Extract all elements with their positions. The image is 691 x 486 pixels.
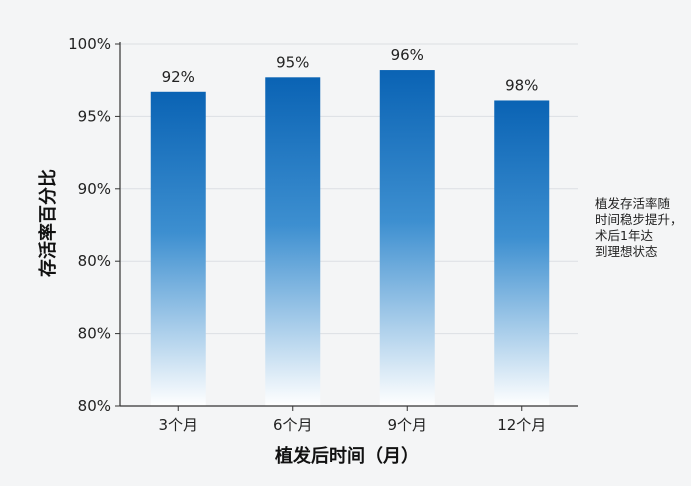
axes [115,42,578,411]
data-label: 95% [276,53,309,71]
x-axis-title: 植发后时间（月） [275,445,419,467]
y-axis-title: 存活率百分比 [37,169,59,277]
y-tick-label: 80% [78,397,111,415]
bar [494,100,550,407]
annotation-line: 时间稳步提升， [595,212,683,227]
y-tick-label: 80% [78,252,111,270]
annotation-line: 到理想状态 [595,244,658,259]
bar [265,77,321,406]
annotation-line: 术后1年达 [595,228,653,243]
x-tick-label: 3个月 [158,416,198,434]
data-label: 92% [162,68,195,86]
data-label: 98% [505,76,538,94]
bar [379,70,435,407]
y-tick-label: 95% [78,107,111,125]
x-tick-label: 9个月 [387,416,427,434]
y-tick-label: 100% [68,35,111,53]
x-tick-label: 6个月 [273,416,313,434]
data-label: 96% [391,46,424,64]
bar [150,91,206,406]
labels: 100% 95% 90% 80% 80% 80% 92% 3个月 95% 6个月 96% 9个月 98%… [37,35,546,467]
x-tick-label: 12个月 [497,416,546,434]
annotation-note: 植发存活率随 时间稳步提升， 术后1年达 到理想状态 [595,196,691,260]
y-tick-label: 90% [78,180,111,198]
y-tick-label: 80% [78,325,111,343]
bars [150,70,550,407]
annotation-line: 植发存活率随 [595,196,671,211]
